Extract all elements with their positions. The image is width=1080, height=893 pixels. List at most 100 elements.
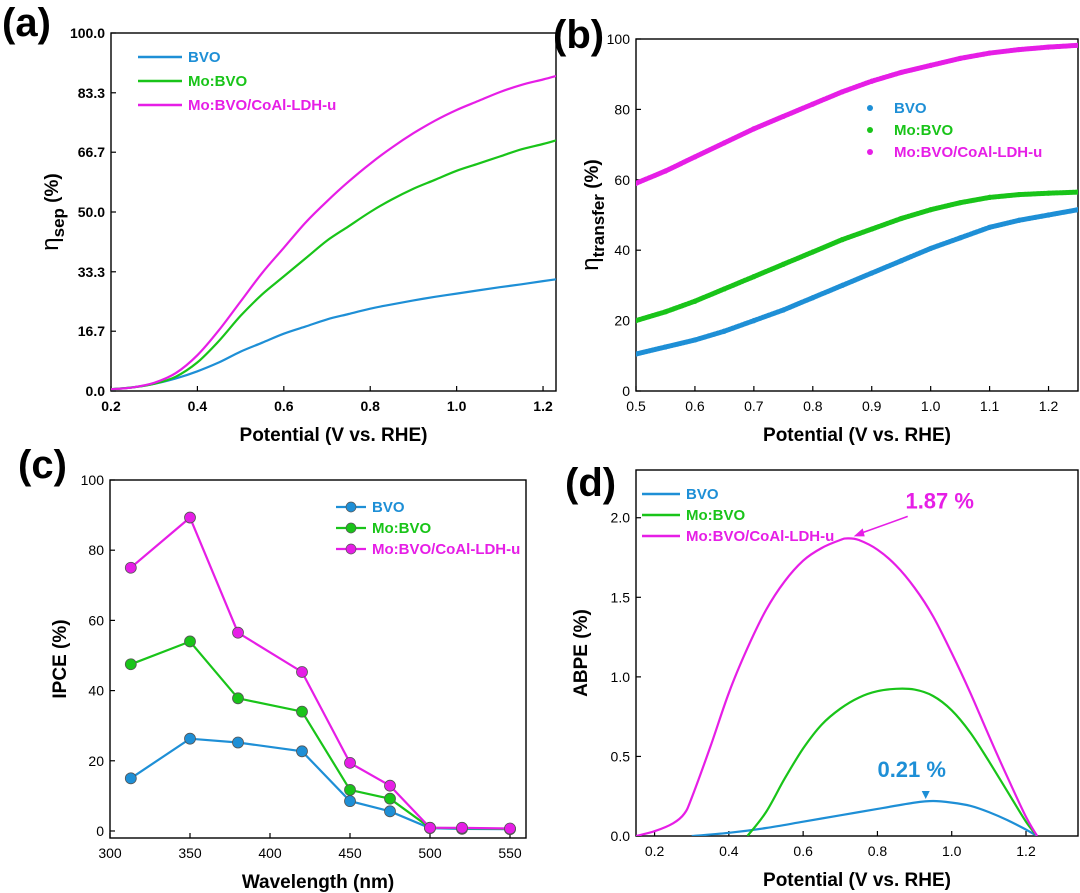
legend-swatch-dot [867,149,873,155]
data-point [721,328,728,334]
data-point [987,50,993,56]
data-point [232,692,244,705]
annotation-label: 0.21 % [877,757,946,782]
chart-panel-b: 0.5 0.6 0.7 0.8 0.9 1.0 1.1 1.2 0 20 40 60 80 100 Pote… [577,31,1079,446]
annotation-arrow [857,515,908,536]
y-tick-label: 33.3 [78,264,105,280]
data-point [751,274,757,280]
data-point [810,249,816,255]
data-point [780,307,786,313]
x-axis-label: Wavelength (nm) [242,872,394,893]
plot-frame [635,38,1079,392]
data-point [662,309,669,315]
x-tick-label: 1.0 [942,843,962,859]
data-point [957,200,963,206]
legend-label: BVO [686,486,719,503]
data-point [1045,212,1052,218]
x-tick-label: 0.4 [719,843,739,859]
data-point [869,226,875,232]
data-point [1016,46,1022,53]
chart-panel-a: 0.2 0.4 0.6 0.8 1.0 1.2 0.0 16.7 33.3 50.0 66.7 83.… [37,25,557,446]
data-point [898,215,904,222]
y-tick-label: 60 [614,172,630,188]
data-point [987,194,993,200]
data-point [384,792,396,805]
data-point [636,351,639,357]
data-point [957,235,963,241]
y-axis-label: ABPE (%) [571,609,592,697]
data-point [504,822,516,835]
legend-swatch-dot [867,105,873,111]
x-axis-label: Potential (V vs. RHE) [763,870,951,891]
y-tick-label: 0.5 [611,748,631,764]
plot-area [124,511,516,836]
data-point [636,318,639,324]
data-point [184,635,196,648]
y-tick-label: 0 [622,383,630,399]
data-point [751,318,757,324]
y-tick-label: 16.7 [78,323,105,339]
data-series-line [130,515,511,830]
y-tick-label: 100.0 [70,25,105,41]
y-tick-label: 0.0 [611,828,631,844]
data-point [928,245,934,252]
data-point [987,224,993,230]
y-tick-label: 60 [88,612,104,628]
data-point [721,140,728,146]
x-tick-label: 0.8 [868,843,888,859]
data-point [344,756,356,769]
y-tick-label: 2.0 [611,510,631,526]
data-point [1075,207,1078,213]
plot-frame [635,469,1079,837]
chart-panel-c: 300 350 400 450 500 550 0 20 40 60 80 100 Wavelength… [50,472,527,893]
data-point [662,168,669,174]
x-tick-label: 0.5 [626,398,646,414]
x-tick-label: 1.0 [447,398,467,414]
data-point [124,658,137,671]
data-point [692,154,698,160]
x-tick-label: 1.0 [921,398,941,414]
data-series-line [111,278,556,391]
data-point [1075,189,1078,195]
data-point [296,705,308,718]
data-point [1075,42,1078,48]
data-series-scatter [636,42,1078,186]
data-point [124,561,137,574]
data-series-line [691,799,1038,836]
data-point [636,180,639,186]
x-tick-label: 0.9 [862,398,882,414]
legend-label: Mo:BVO/CoAl-LDH-u [372,541,520,558]
annotation-arrowhead [921,790,930,799]
x-tick-label: 1.1 [980,398,1000,414]
legend-swatch-dot [345,543,357,555]
data-series-line [130,737,511,831]
data-point [232,736,244,749]
x-tick-label: 0.2 [645,843,665,859]
y-tick-label: 80 [88,542,104,558]
y-tick-label: 66.7 [78,144,105,160]
panel-label: (a) [2,1,51,45]
legend-label: Mo:BVO [188,73,247,90]
data-series-scatter [636,189,1078,324]
data-point [424,821,436,834]
x-tick-label: 0.4 [188,398,208,414]
data-point [810,295,816,301]
x-tick-label: 1.2 [533,398,553,414]
data-point [296,666,308,678]
data-point [898,258,904,264]
plot-area [636,42,1078,357]
x-tick-label: 300 [98,845,122,861]
data-point [751,126,757,132]
chart-panel-d: 0.2 0.4 0.6 0.8 1.0 1.2 0.0 0.5 1.0 1.5 2.0 Potenti… [571,469,1079,891]
y-axis-label: IPCE (%) [50,619,71,698]
data-point [869,270,875,276]
panel-label: (b) [553,13,604,57]
data-point [344,784,356,796]
legend-swatch-dot [345,522,357,534]
x-axis-label: Potential (V vs. RHE) [763,425,951,446]
data-point [184,511,196,524]
x-tick-label: 0.8 [360,398,380,414]
annotation-label: 1.87 % [905,488,974,513]
legend-label: Mo:BVO [372,520,431,537]
x-tick-label: 1.2 [1016,843,1036,859]
